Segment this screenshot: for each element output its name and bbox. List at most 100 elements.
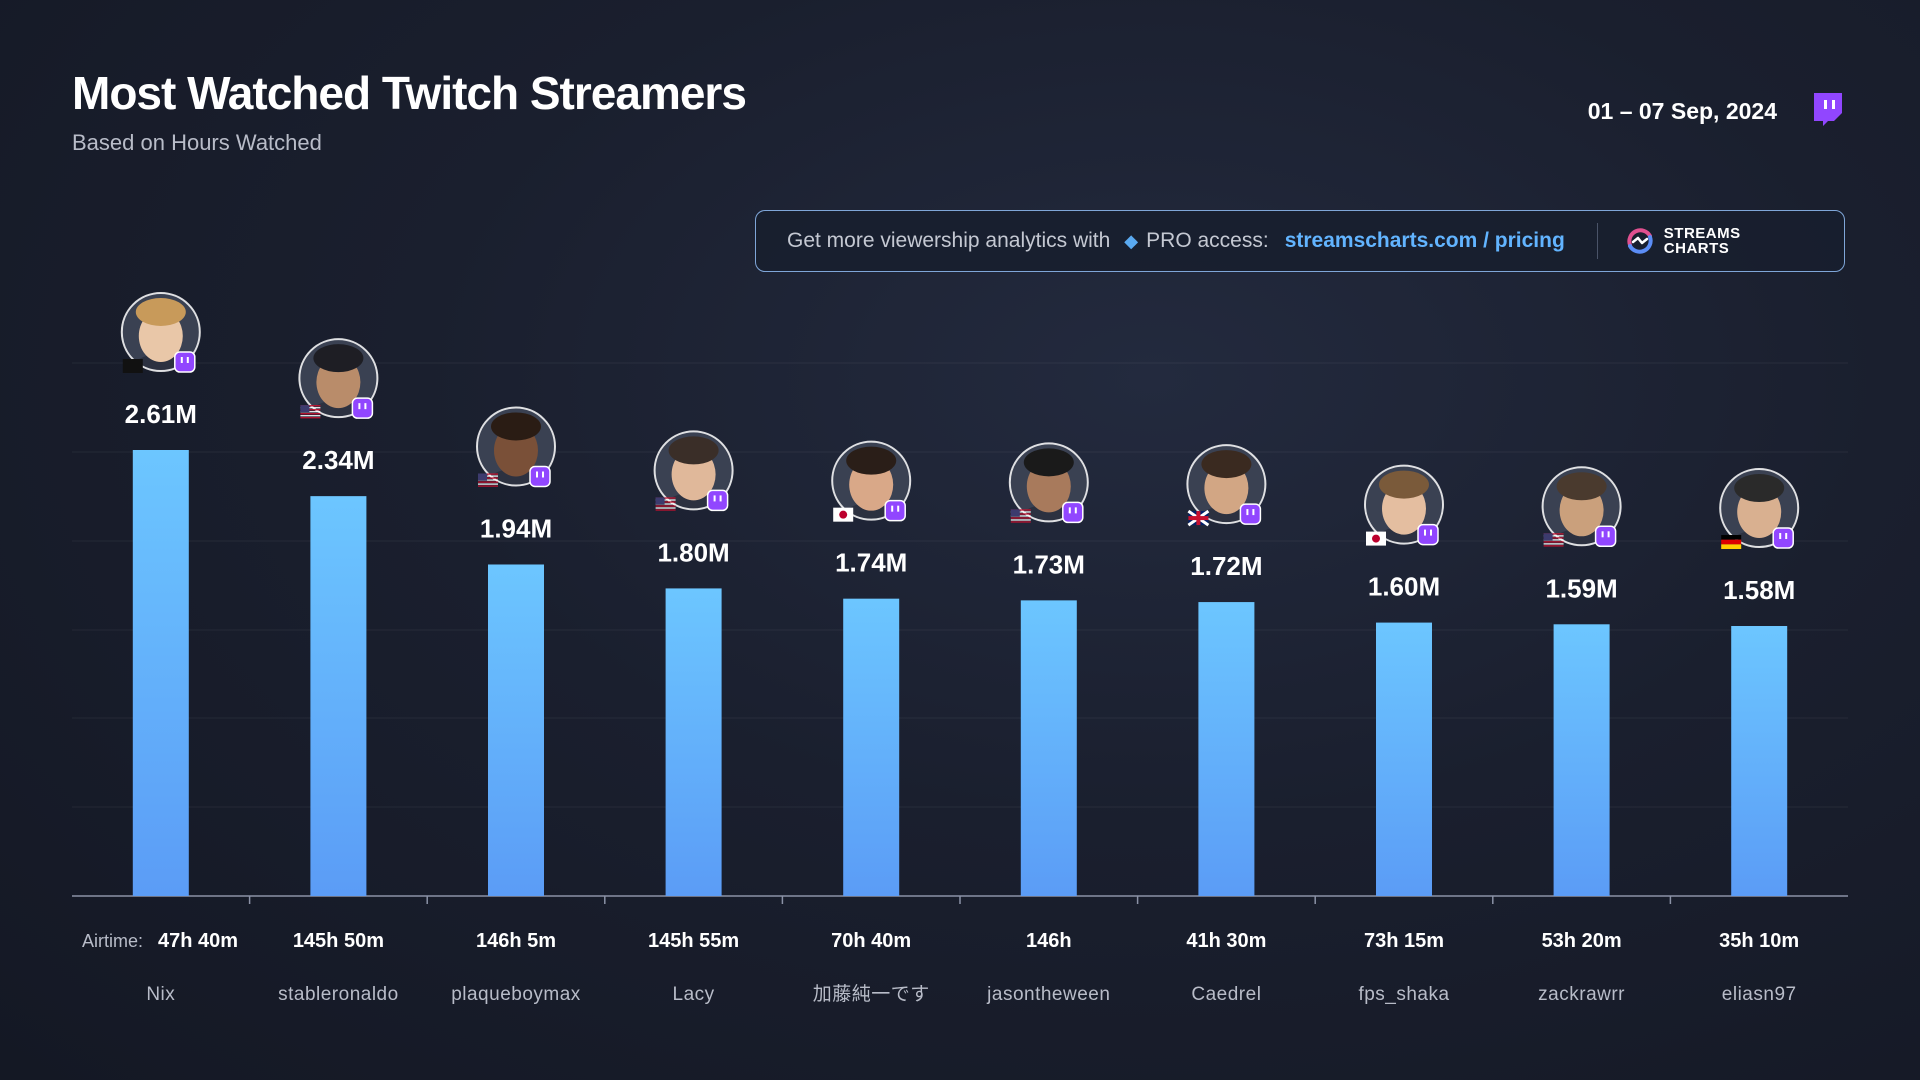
twitch-badge-icon bbox=[1062, 501, 1084, 524]
twitch-badge-icon bbox=[529, 465, 551, 488]
avatar-photo bbox=[1720, 469, 1799, 548]
flag-stripe bbox=[478, 481, 498, 483]
twitch-badge-bar bbox=[897, 505, 900, 512]
streamer-avatar bbox=[1186, 444, 1267, 527]
flag-stripe bbox=[1010, 511, 1031, 513]
value-label: 2.61M bbox=[125, 399, 197, 429]
us-flag-icon bbox=[1010, 509, 1031, 523]
flag-stripe bbox=[1543, 545, 1564, 547]
avatar-photo bbox=[1009, 443, 1088, 522]
flag-stripe bbox=[478, 475, 498, 477]
diamond-icon: ◆ bbox=[1124, 230, 1139, 251]
streamer-name: Lacy bbox=[673, 984, 715, 1005]
streamer-name: eliasn97 bbox=[1722, 984, 1797, 1005]
flag-canton bbox=[1543, 533, 1553, 541]
avatar-hair bbox=[846, 446, 897, 475]
streamer-avatar bbox=[120, 292, 201, 373]
airtime-value: 145h 50m bbox=[293, 930, 384, 952]
value-label: 2.34M bbox=[302, 445, 374, 475]
avatar-hair bbox=[1201, 450, 1252, 479]
us-flag-icon bbox=[300, 405, 321, 419]
flag-stripe bbox=[1543, 533, 1564, 535]
pricing-link[interactable]: streamscharts.com / pricing bbox=[1284, 229, 1565, 252]
streamer-avatar bbox=[831, 440, 912, 522]
value-label: 1.59M bbox=[1545, 573, 1617, 603]
bar bbox=[1020, 600, 1077, 896]
twitch-badge-bg bbox=[174, 351, 196, 373]
uk-flag-icon bbox=[1187, 509, 1210, 527]
flag-stripe bbox=[1543, 537, 1564, 539]
twitch-badge-bg bbox=[706, 489, 729, 512]
twitch-badge-bar bbox=[1430, 529, 1432, 536]
avatar-ring bbox=[1541, 466, 1622, 547]
us-flag-icon bbox=[1543, 533, 1564, 547]
streams-charts-logo[interactable]: STREAMS CHARTS bbox=[1624, 225, 1741, 257]
twitch-badge-icon bbox=[1772, 527, 1794, 549]
streamer-name: stableronaldo bbox=[278, 984, 399, 1005]
value-label: 1.94M bbox=[480, 513, 552, 543]
flag-stripe bbox=[300, 417, 321, 419]
twitch-badge-bg bbox=[351, 397, 374, 419]
flag-stripe bbox=[1010, 509, 1031, 511]
avatar-hair bbox=[1379, 470, 1429, 499]
twitch-badge-icon bbox=[706, 489, 729, 512]
airtime-value: 70h 40m bbox=[831, 930, 911, 952]
streamer-name: zackrawrr bbox=[1538, 984, 1625, 1005]
bar bbox=[1198, 602, 1255, 896]
flag-icon bbox=[122, 359, 143, 373]
flag-canton bbox=[300, 405, 310, 413]
avatar-ring bbox=[1364, 464, 1444, 545]
twitch-badge-bar bbox=[1607, 531, 1610, 538]
twitch-badge-bar bbox=[1424, 529, 1426, 536]
flag-stripe bbox=[300, 409, 321, 411]
bar bbox=[1731, 626, 1788, 896]
bar bbox=[488, 564, 544, 896]
flag-stripe bbox=[478, 485, 498, 487]
flag-stripe bbox=[300, 415, 321, 417]
airtime-label: Airtime: bbox=[82, 931, 143, 951]
twitch-badge-bar bbox=[1068, 507, 1071, 514]
streams-charts-logo-icon bbox=[1627, 228, 1653, 254]
twitch-badge-bar bbox=[358, 403, 361, 410]
avatar-ring bbox=[1008, 442, 1089, 523]
twitch-badge-bg bbox=[1239, 503, 1262, 525]
streamer-name: fps_shaka bbox=[1358, 984, 1449, 1005]
avatar-photo bbox=[299, 339, 378, 418]
de-flag-icon bbox=[1721, 535, 1742, 550]
avatar-photo bbox=[1365, 465, 1443, 544]
airtime-value: 53h 20m bbox=[1542, 930, 1622, 952]
airtime-value: 41h 30m bbox=[1186, 930, 1266, 952]
avatar-photo bbox=[121, 293, 200, 371]
twitch-badge-bar bbox=[542, 471, 544, 478]
twitch-badge-bar bbox=[1785, 533, 1788, 540]
avatar-photo bbox=[1187, 445, 1266, 524]
avatar-photo bbox=[477, 407, 555, 486]
twitch-badge-bg bbox=[884, 499, 906, 522]
flag-stripe bbox=[1543, 543, 1564, 545]
value-label: 1.73M bbox=[1013, 549, 1085, 579]
flag-stripe bbox=[1010, 515, 1031, 517]
streamer-avatar bbox=[476, 406, 556, 488]
twitch-badge-bar bbox=[1601, 531, 1604, 538]
flag-canton bbox=[478, 473, 487, 481]
flag-stripe bbox=[1010, 513, 1031, 515]
value-label: 1.72M bbox=[1190, 551, 1262, 581]
avatar-hair bbox=[1023, 448, 1074, 477]
flag-stripe bbox=[300, 411, 321, 413]
flag-stripe bbox=[655, 505, 676, 507]
twitch-badge-bg bbox=[1594, 525, 1617, 548]
twitch-badge-bar bbox=[1246, 509, 1249, 516]
promo-divider bbox=[1596, 223, 1598, 259]
promo-banner[interactable]: Get more viewership analytics with ◆ PRO… bbox=[755, 210, 1845, 272]
avatar-hair bbox=[491, 412, 541, 441]
flag-stripe bbox=[1010, 519, 1031, 521]
twitch-badge-icon bbox=[351, 397, 374, 419]
airtime-value: 47h 40m bbox=[158, 930, 238, 952]
bar bbox=[1376, 622, 1432, 896]
flag-stripe bbox=[300, 407, 321, 409]
avatar-photo bbox=[654, 431, 733, 510]
streamer-name: plaqueboymax bbox=[451, 984, 581, 1005]
streamer-avatar bbox=[1541, 466, 1622, 548]
bar bbox=[843, 598, 900, 896]
